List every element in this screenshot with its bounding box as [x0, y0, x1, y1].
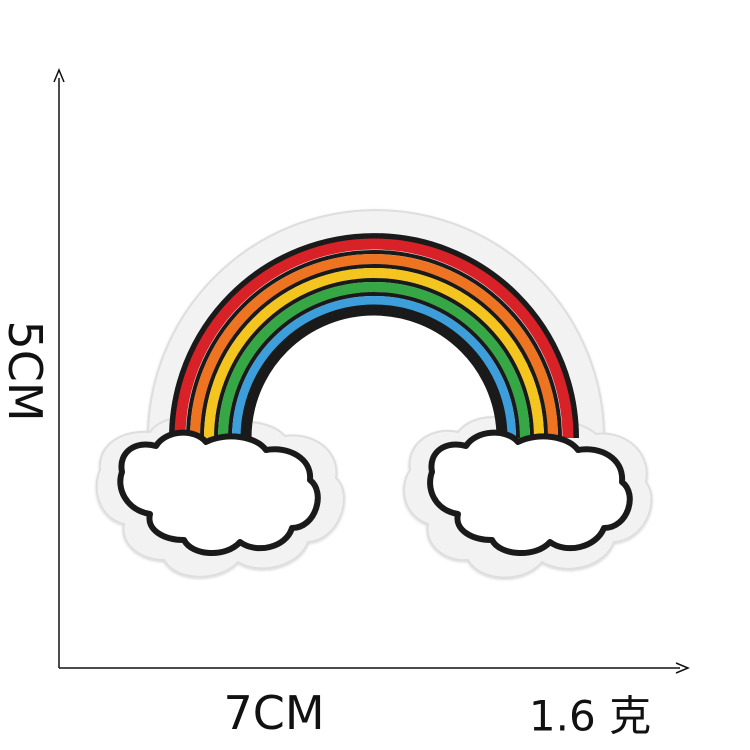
stripe-green — [218, 282, 530, 439]
rainbow-stripes — [169, 233, 579, 439]
vertical-axis-arrow — [53, 68, 65, 83]
height-dimension-label: 5CM — [0, 320, 52, 422]
horizontal-axis-arrow — [675, 662, 690, 674]
weight-label: 1.6 克 — [528, 691, 652, 741]
stripe-sep-1 — [186, 250, 562, 439]
stripe-red — [174, 238, 574, 439]
stripe-sep-4 — [228, 292, 520, 439]
stripe-blue — [232, 296, 516, 439]
width-dimension-label: 7CM — [223, 686, 325, 740]
stripe-orange — [190, 254, 558, 439]
stripe-sep-3 — [214, 278, 534, 439]
stripe-sep-2 — [200, 264, 548, 439]
cloud-left — [117, 429, 321, 557]
stripe-outline-inner — [240, 304, 508, 439]
stripe-outline-outer — [169, 233, 579, 439]
clouds — [117, 429, 633, 557]
dimension-axes — [53, 68, 690, 674]
stripe-yellow — [204, 268, 544, 439]
cloud-right — [427, 429, 633, 557]
